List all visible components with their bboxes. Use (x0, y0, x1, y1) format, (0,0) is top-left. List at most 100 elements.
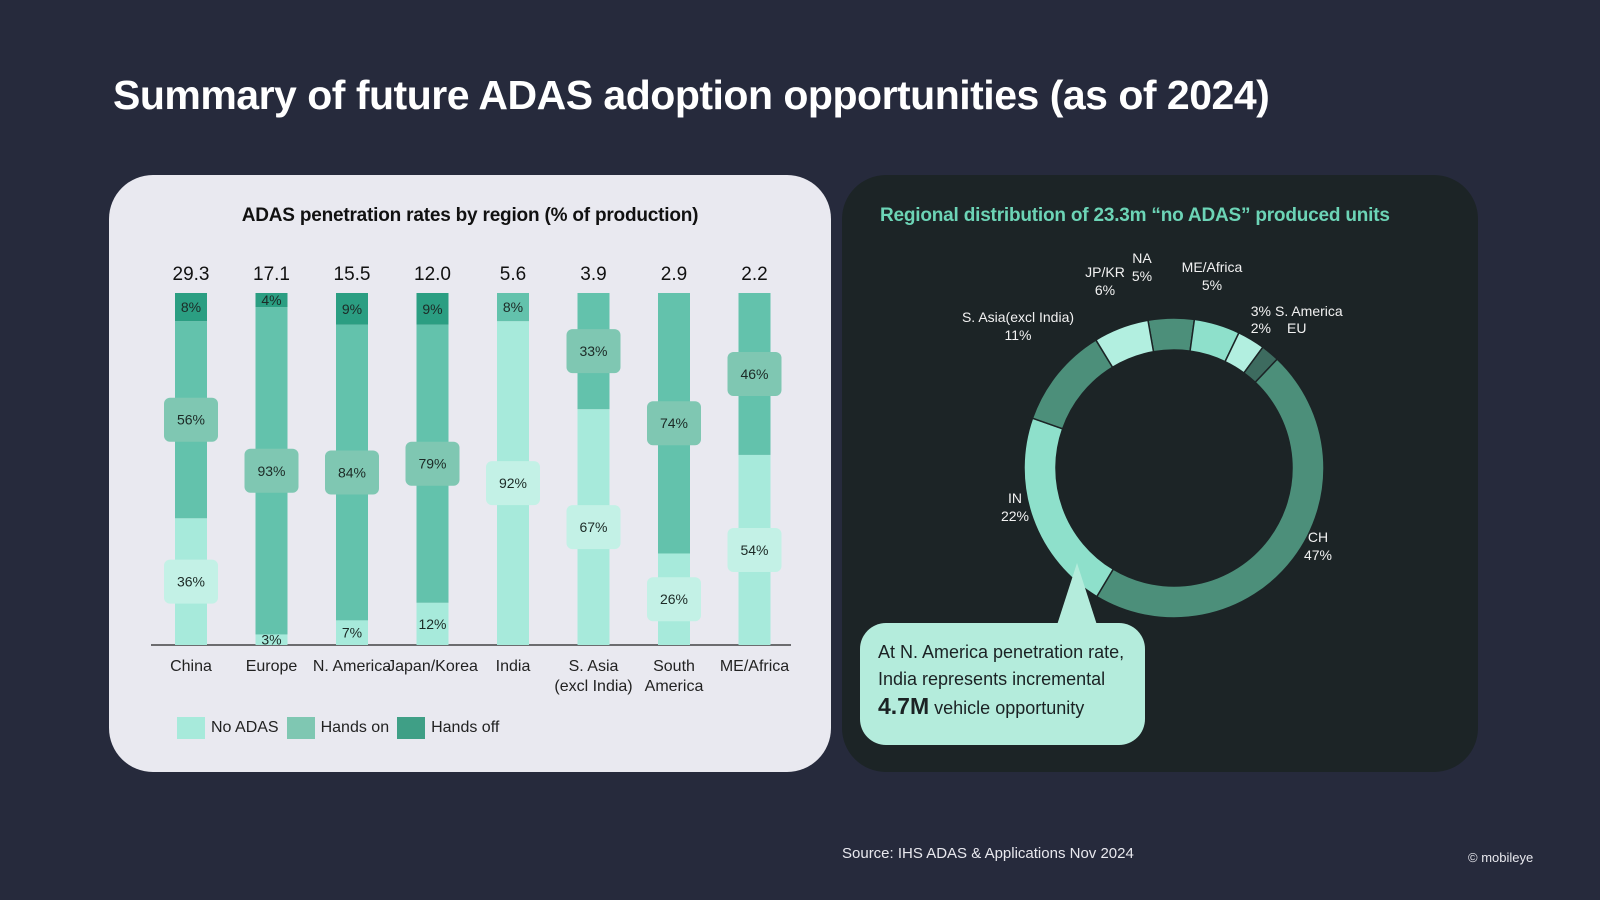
bar-segment-hands-off-n-america (336, 293, 368, 325)
total-label-me-africa: 2.2 (741, 264, 767, 285)
donut-slice-na (1147, 317, 1196, 353)
data-label-hands-on-south-america: 74% (660, 415, 688, 431)
total-label-china: 29.3 (173, 264, 210, 285)
data-label-hands-off-china: 8% (181, 299, 201, 315)
data-label-box-hands-on-south-america (647, 401, 701, 446)
bar-europe: 3% 93% 4% 17.1 Europe (244, 264, 299, 675)
legend-label-hands-on: Hands on (320, 719, 390, 736)
bar-china: 36% 56% 8% 29.3 China (164, 264, 218, 675)
chart-legend: No ADAS Hands on Hands off (177, 717, 507, 739)
category-label-s-asia-excl-india-1: (excl India) (554, 678, 632, 695)
callout-pointer (1057, 563, 1097, 625)
legend-item-hands-off: Hands off (397, 717, 499, 739)
data-label-box-hands-on-china (164, 397, 218, 442)
data-label-no-adas-india: 92% (499, 475, 527, 491)
data-label-hands-on-n-america: 84% (338, 465, 366, 481)
data-label-hands-on-india: 8% (503, 299, 523, 315)
data-label-box-no-adas-me-africa (727, 527, 782, 572)
donut-pct-s-america: 3% (1251, 303, 1271, 319)
category-label-japan-korea-0: Japan/Korea (387, 658, 478, 675)
data-label-box-hands-on-me-africa (727, 351, 782, 396)
total-label-india: 5.6 (500, 264, 526, 285)
bar-segment-hands-off-china (175, 293, 207, 322)
donut-pct-in: 22% (1001, 508, 1029, 524)
data-label-box-no-adas-china (164, 559, 218, 604)
total-label-europe: 17.1 (253, 264, 290, 285)
bar-segment-hands-off-europe (255, 293, 288, 308)
legend-swatch-hands-on (286, 717, 315, 739)
bar-segment-hands-off-japan-korea (416, 293, 449, 325)
category-label-china-0: China (170, 658, 212, 675)
donut-name-me-africa: ME/Africa (1182, 259, 1243, 275)
data-label-no-adas-s-asia-excl-india: 67% (579, 519, 607, 535)
category-label-south-america-0: South (653, 658, 695, 675)
data-label-no-adas-china: 36% (177, 574, 205, 590)
legend-swatch-no-adas (177, 717, 205, 739)
data-label-box-hands-on-japan-korea (405, 441, 460, 486)
callout-value: 4.7M (878, 693, 930, 719)
legend-label-hands-off: Hands off (431, 719, 500, 736)
donut-pct-eu: 2% (1251, 320, 1271, 336)
donut-slice-ch (1095, 358, 1325, 619)
data-label-hands-off-europe: 4% (261, 292, 281, 308)
callout-line-1: At N. America penetration rate, (878, 642, 1125, 662)
category-label-south-america-1: America (645, 678, 704, 695)
donut-name-eu: EU (1287, 320, 1306, 336)
category-label-s-asia-excl-india-0: S. Asia (569, 658, 619, 675)
bar-me-africa: 54% 46% 2.2 ME/Africa (720, 264, 789, 675)
donut-pct-s-asia-excl-india: 11% (1005, 327, 1032, 343)
donut-name-s-america: S. America (1275, 303, 1343, 319)
data-label-no-adas-japan-korea: 12% (418, 616, 446, 632)
data-label-hands-on-me-africa: 46% (740, 366, 768, 382)
data-label-no-adas-europe: 3% (261, 632, 281, 648)
donut-slice-s-asia-excl-india (1031, 338, 1114, 430)
donut-pct-na: 5% (1132, 268, 1152, 284)
legend-item-hands-on: Hands on (286, 717, 390, 739)
bar-chart-panel: ADAS penetration rates by region (% of p… (109, 175, 831, 772)
donut-pct-jp-kr: 6% (1095, 282, 1115, 298)
data-label-box-hands-on-europe (244, 448, 299, 493)
callout-line-3-text: vehicle opportunity (934, 698, 1085, 718)
donut-slice-jp-kr (1094, 319, 1155, 369)
legend-item-no-adas: No ADAS (177, 717, 279, 739)
brand-mark: © mobileye (1468, 850, 1534, 865)
data-label-no-adas-me-africa: 54% (740, 542, 768, 558)
data-label-hands-off-n-america: 9% (342, 301, 362, 317)
callout-line-3: 4.7M vehicle opportunity (878, 693, 1129, 722)
data-label-box-hands-on-n-america (325, 450, 379, 495)
data-label-no-adas-n-america: 7% (342, 625, 362, 641)
bar-n-america: 7% 84% 9% 15.5 N. America (313, 264, 391, 675)
data-label-box-hands-on-s-asia-excl-india (566, 329, 621, 374)
bar-india: 92% 8% 5.6 India (486, 264, 540, 675)
data-label-hands-off-japan-korea: 9% (422, 301, 442, 317)
donut-name-ch: CH (1308, 529, 1328, 545)
donut-pct-me-africa: 5% (1202, 277, 1222, 293)
source-note: Source: IHS ADAS & Applications Nov 2024 (842, 845, 1134, 862)
callout-line-2: India represents incremental (878, 669, 1106, 689)
total-label-south-america: 2.9 (661, 264, 687, 285)
donut-name-s-asia-excl-india: S. Asia(excl India) (962, 309, 1074, 325)
opportunity-callout: At N. America penetration rate, India re… (860, 623, 1145, 745)
category-label-india-0: India (496, 658, 531, 675)
data-label-box-no-adas-india (486, 461, 540, 506)
data-label-hands-on-europe: 93% (257, 463, 285, 479)
donut-chart-panel: Regional distribution of 23.3m “no ADAS”… (842, 175, 1478, 772)
data-label-no-adas-south-america: 26% (660, 591, 688, 607)
category-label-europe-0: Europe (246, 658, 298, 675)
data-label-box-no-adas-s-asia-excl-india (566, 505, 621, 550)
bar-segment-no-adas-n-america (336, 620, 368, 645)
total-label-s-asia-excl-india: 3.9 (580, 264, 606, 285)
data-label-hands-on-japan-korea: 79% (418, 456, 446, 472)
bar-segment-no-adas-japan-korea (416, 602, 449, 645)
total-label-japan-korea: 12.0 (414, 264, 451, 285)
donut-name-in: IN (1008, 490, 1022, 506)
bar-japan-korea: 12% 79% 9% 12.0 Japan/Korea (387, 264, 478, 675)
bar-s-asia-excl-india: 67% 33% 3.9 S. Asia (excl India) (554, 264, 632, 695)
legend-swatch-hands-off (397, 717, 426, 739)
legend-label-no-adas: No ADAS (211, 719, 279, 736)
data-label-hands-on-china: 56% (177, 412, 205, 428)
bar-segment-no-adas-europe (255, 634, 288, 645)
bar-south-america: 26% 74% 2.9 South America (645, 264, 704, 695)
bar-chart-title: ADAS penetration rates by region (% of p… (241, 205, 699, 226)
